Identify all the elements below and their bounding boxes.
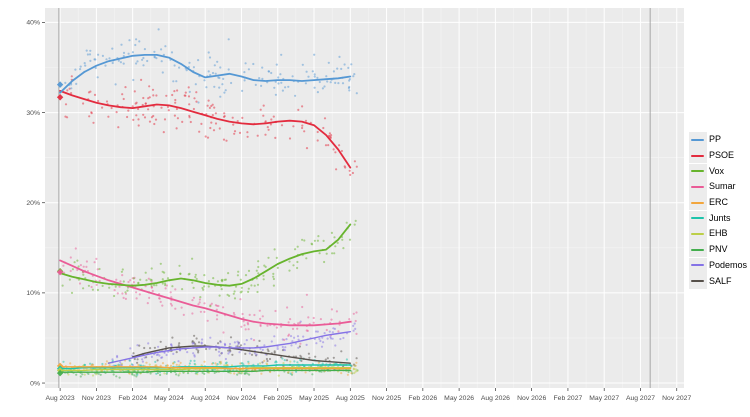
x-axis-label: May 2026: [444, 395, 474, 402]
x-axis-label: Nov 2023: [82, 395, 111, 402]
legend-item-salf: SALF: [689, 273, 747, 289]
trend-line-erc: [59, 366, 351, 370]
trend-line-ehb: [59, 367, 351, 372]
legend-key-junts: [689, 210, 707, 226]
x-axis-label: Nov 2027: [662, 395, 691, 402]
legend-label: ERC: [709, 197, 729, 208]
trend-lines: [59, 54, 352, 373]
x-axis-label: Aug 2026: [481, 395, 510, 402]
election-diamond-pnv: [56, 369, 64, 377]
y-axis-label: 30%: [26, 110, 40, 117]
scatter-pp: [64, 28, 358, 104]
y-axis-label: 10%: [26, 290, 40, 297]
legend-key-psoe: [689, 147, 707, 164]
legend-item-psoe: PSOE: [689, 147, 747, 164]
legend-label: PP: [709, 134, 722, 145]
y-axis-label: 20%: [26, 200, 40, 207]
legend-key-pnv: [689, 241, 707, 258]
legend-label: Junts: [709, 212, 731, 223]
legend-key-vox: [689, 163, 707, 179]
trend-line-pnv: [59, 369, 351, 373]
x-axis-label: Aug 2023: [46, 395, 75, 402]
trend-line-psoe: [59, 90, 352, 169]
legend-label: EHB: [709, 228, 728, 239]
trend-line-sumar: [59, 259, 352, 327]
x-axis-label: Feb 2027: [554, 395, 583, 402]
legend-label: Vox: [709, 165, 725, 176]
legend-item-podemos: Podemos: [689, 257, 748, 274]
x-axis-label: Aug 2027: [626, 395, 655, 402]
x-axis-label: Nov 2025: [372, 395, 401, 402]
legend-label: Sumar: [709, 181, 736, 192]
legend-swatch-icon: [691, 170, 704, 173]
legend-item-erc: ERC: [689, 194, 747, 211]
y-axis-label: 40%: [26, 20, 40, 27]
grid-minor: [45, 8, 684, 388]
legend-item-junts: Junts: [689, 210, 747, 226]
y-axis-labels: 0% 10% 20% 30% 40%: [26, 20, 40, 388]
election-diamond-pp: [56, 81, 64, 88]
x-axis-label: Nov 2024: [227, 395, 256, 402]
election-result-markers: [56, 81, 64, 377]
trend-line-junts: [59, 364, 351, 370]
trend-line-pp: [59, 54, 352, 94]
x-axis-label: Feb 2026: [408, 395, 437, 402]
trend-line-podemos: [107, 331, 351, 364]
x-axis-label: Feb 2024: [118, 395, 147, 402]
legend-swatch-icon: [691, 201, 704, 204]
legend-item-sumar: Sumar: [689, 179, 747, 195]
legend-swatch-icon: [691, 232, 704, 235]
axis-tick-marks: [42, 22, 678, 391]
legend-item-pnv: PNV: [689, 241, 747, 258]
legend-swatch-icon: [691, 185, 704, 188]
legend-key-pp: [689, 132, 707, 148]
legend-swatch-icon: [691, 154, 704, 157]
chart-legend: PP PSOE Vox Sumar ERC Junts EHB PNV Podemos SALF: [689, 132, 747, 289]
x-axis-label: May 2025: [299, 395, 329, 402]
legend-key-podemos: [689, 257, 707, 274]
legend-swatch-icon: [691, 217, 704, 220]
scatter-sumar: [62, 247, 358, 345]
legend-item-vox: Vox: [689, 163, 747, 179]
x-axis-label: May 2027: [589, 395, 619, 402]
trend-line-vox: [59, 223, 352, 287]
election-reference-lines: [58, 8, 651, 388]
legend-label: SALF: [709, 275, 732, 286]
legend-label: PNV: [709, 244, 728, 255]
election-diamond-sumar: [56, 268, 64, 276]
legend-item-ehb: EHB: [689, 226, 747, 242]
trend-line-salf: [132, 345, 351, 364]
legend-swatch-icon: [691, 248, 704, 251]
x-axis-label: Nov 2026: [517, 395, 546, 402]
x-axis-label: Aug 2025: [336, 395, 365, 402]
legend-label: Podemos: [709, 259, 748, 270]
legend-key-sumar: [689, 179, 707, 195]
election-diamond-psoe: [56, 94, 64, 101]
legend-swatch-icon: [691, 264, 704, 267]
legend-key-erc: [689, 194, 707, 211]
legend-label: PSOE: [709, 150, 735, 161]
x-axis-labels: Aug 2023 Nov 2023 Feb 2024 May 2024 Aug 2024…: [46, 395, 692, 402]
legend-swatch-icon: [691, 138, 704, 141]
legend-item-pp: PP: [689, 132, 747, 148]
plot-panel: [45, 8, 684, 388]
y-axis-label: 0%: [30, 380, 40, 387]
grid-major: [45, 8, 684, 388]
x-axis-label: May 2024: [154, 395, 184, 402]
x-axis-label: Feb 2025: [263, 395, 292, 402]
legend-key-ehb: [689, 226, 707, 242]
legend-key-salf: [689, 273, 707, 289]
x-axis-label: Aug 2024: [191, 395, 220, 402]
legend-swatch-icon: [691, 280, 704, 283]
